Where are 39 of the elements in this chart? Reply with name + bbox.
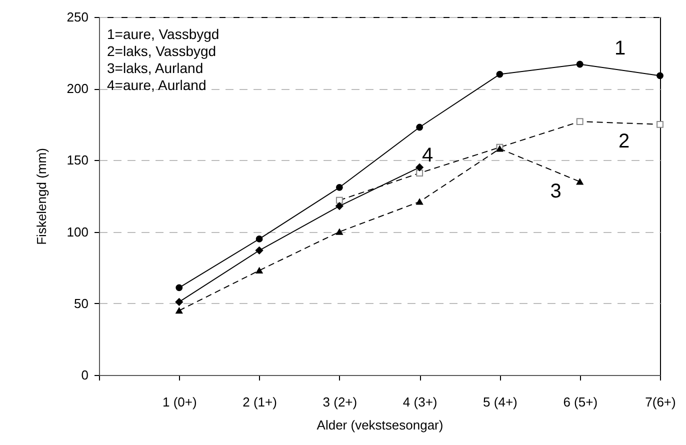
y-tick-label: 50 [74,296,88,311]
point [176,284,183,292]
point [576,60,584,68]
series-label: 4 [422,144,434,166]
point [576,178,584,185]
point [416,198,424,205]
x-tick-label: 6 (5+) [563,394,598,410]
annotation: 2=laks, Vassbygd [107,43,216,59]
point [416,164,424,172]
point [336,228,343,235]
point [255,246,264,254]
annotation: 1=aure, Vassbygd [107,26,220,42]
x-tick-label: 5 (4+) [483,394,518,410]
y-tick-label: 100 [66,224,88,240]
series-label: 2 [618,130,630,152]
x-tick-label: 4 (3+) [402,394,438,410]
point [256,267,263,274]
point [656,72,664,80]
series-label: 3 [550,180,562,203]
point [176,308,183,314]
x-tick-label: 3 (2+) [322,394,358,410]
x-axis-title: Alder (vekstsesongar) [316,418,444,432]
point [336,184,343,191]
point [336,202,344,210]
point [496,70,504,78]
y-tick-label: 0 [81,368,88,382]
point [416,124,424,131]
annotation: 3=laks, Aurland [107,60,204,76]
x-tick-label: 7(6+) [645,394,676,410]
y-tick-label: 200 [66,81,88,96]
point [175,298,183,306]
x-tick-label: 2 (1+) [242,394,277,410]
y-axis-title: Fiskelengd (mm) [34,148,49,245]
y-tick-label: 250 [66,10,88,24]
x-tick-label: 1 (0+) [162,394,197,410]
point [256,236,263,242]
annotation: 4=aure, Aurland [107,77,206,93]
series-label: 1 [614,38,626,60]
y-tick-label: 150 [66,152,88,168]
